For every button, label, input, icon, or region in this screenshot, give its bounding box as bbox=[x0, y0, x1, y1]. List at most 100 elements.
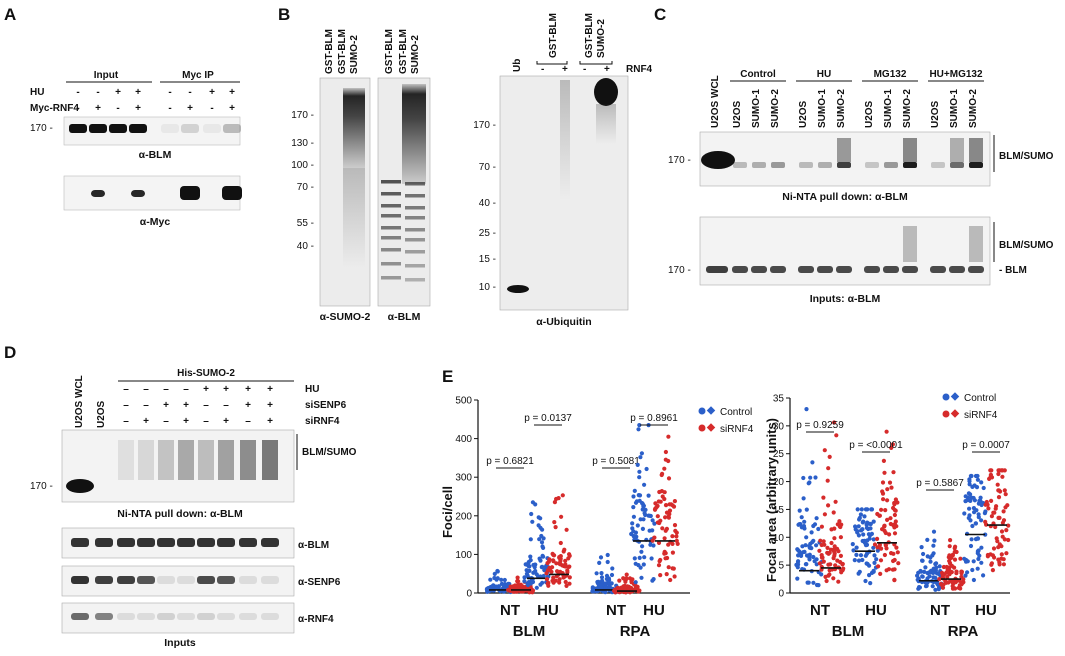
data-point bbox=[895, 550, 900, 555]
data-point bbox=[999, 552, 1004, 557]
data-point bbox=[981, 485, 986, 491]
data-point bbox=[979, 502, 984, 508]
data-point bbox=[598, 555, 604, 560]
b-col-2: GST-BLM bbox=[337, 29, 348, 74]
data-point bbox=[948, 538, 953, 543]
data-point bbox=[878, 558, 884, 563]
data-point bbox=[603, 581, 608, 586]
data-point bbox=[838, 524, 843, 530]
data-point bbox=[492, 575, 497, 581]
data-point bbox=[814, 557, 819, 562]
c-lane-label: SUMO-2 bbox=[968, 89, 979, 128]
a-blm-band bbox=[89, 124, 107, 133]
d-senp6-sign: – bbox=[143, 400, 149, 411]
c-in-band bbox=[836, 266, 852, 273]
data-point bbox=[822, 448, 827, 453]
d-hu-sign: + bbox=[203, 384, 209, 395]
data-point bbox=[802, 549, 807, 555]
blot-d-pulldown bbox=[61, 429, 295, 503]
d-blm-band bbox=[95, 538, 113, 547]
y-tick-label: 20 bbox=[773, 477, 785, 488]
panel-letter-a: A bbox=[4, 5, 16, 24]
y-tick-label: 300 bbox=[455, 473, 472, 484]
data-point bbox=[635, 523, 640, 528]
b-col-4: GST-BLM bbox=[384, 29, 395, 74]
data-point bbox=[854, 545, 859, 550]
data-point bbox=[860, 527, 865, 532]
data-point bbox=[804, 535, 809, 540]
b-mw-right-label: 25 - bbox=[479, 228, 496, 239]
b-blm-band bbox=[405, 216, 425, 220]
data-point bbox=[888, 516, 893, 521]
data-point bbox=[670, 534, 675, 539]
data-point bbox=[853, 524, 858, 529]
data-point bbox=[528, 558, 533, 563]
data-point bbox=[825, 478, 830, 483]
blot-c-pulldown bbox=[699, 131, 991, 187]
c-lane-label: SUMO-2 bbox=[836, 89, 847, 128]
data-point bbox=[648, 542, 653, 547]
data-point bbox=[551, 579, 556, 585]
d-blot-blm: α-BLM bbox=[298, 540, 329, 551]
c-wcl-band bbox=[701, 151, 735, 169]
data-point bbox=[603, 585, 608, 590]
data-point bbox=[664, 572, 669, 577]
data-point bbox=[820, 555, 825, 560]
data-point bbox=[495, 568, 500, 574]
p-value: p = 0.5081 bbox=[592, 456, 640, 467]
data-point bbox=[807, 557, 812, 562]
blm-smear bbox=[402, 84, 426, 184]
data-point bbox=[619, 585, 624, 590]
data-point bbox=[854, 552, 859, 558]
d-rnf4-sign: + bbox=[143, 416, 149, 427]
d-senp6-sign: + bbox=[183, 400, 189, 411]
d-blm-band bbox=[217, 538, 235, 547]
data-point bbox=[999, 529, 1005, 534]
d-rnf4-sign: – bbox=[245, 416, 251, 427]
c-pd-band bbox=[771, 162, 785, 168]
data-point bbox=[882, 552, 888, 558]
data-point bbox=[885, 487, 890, 492]
data-point bbox=[533, 502, 538, 507]
data-point bbox=[506, 581, 511, 586]
d-senp6-band bbox=[117, 576, 135, 584]
data-point bbox=[802, 519, 807, 524]
data-point bbox=[868, 521, 873, 527]
data-point bbox=[925, 580, 930, 585]
e-left-ylabel: Foci/cell bbox=[440, 486, 455, 538]
p-value: p = <0.0001 bbox=[849, 440, 903, 451]
c-pd-band bbox=[865, 162, 879, 168]
data-point bbox=[995, 482, 1000, 487]
data-point bbox=[838, 535, 844, 540]
data-point bbox=[893, 497, 899, 502]
d-senp6-band bbox=[177, 576, 195, 584]
data-point bbox=[662, 536, 667, 541]
legend-r-control: Control bbox=[964, 393, 996, 404]
d-hu-sign: – bbox=[183, 384, 189, 395]
c-group-label: Control bbox=[740, 69, 776, 80]
data-point bbox=[864, 522, 869, 527]
data-point bbox=[864, 525, 870, 531]
b-col-3: SUMO-2 bbox=[349, 35, 360, 74]
data-point bbox=[833, 563, 838, 568]
data-point bbox=[831, 510, 836, 515]
data-point bbox=[499, 577, 504, 582]
data-point bbox=[638, 517, 643, 522]
data-point bbox=[641, 562, 646, 567]
b-col-5: GST-BLM bbox=[398, 29, 409, 74]
d-rnf4-band bbox=[157, 613, 175, 620]
b-mw-left-label: 130 - bbox=[291, 138, 314, 149]
data-point bbox=[640, 526, 646, 532]
blot-label-a-blm: α-BLM bbox=[139, 149, 172, 161]
data-point bbox=[887, 480, 893, 485]
data-point bbox=[885, 498, 890, 503]
d-senp6-band bbox=[217, 576, 235, 584]
data-point bbox=[794, 562, 799, 568]
d-senp6-sign: – bbox=[223, 400, 229, 411]
data-point bbox=[976, 515, 981, 520]
data-point bbox=[855, 507, 860, 512]
data-point bbox=[637, 469, 642, 474]
data-point bbox=[662, 466, 667, 471]
c-lane-label: U2OS bbox=[864, 100, 875, 128]
data-point bbox=[817, 548, 822, 553]
